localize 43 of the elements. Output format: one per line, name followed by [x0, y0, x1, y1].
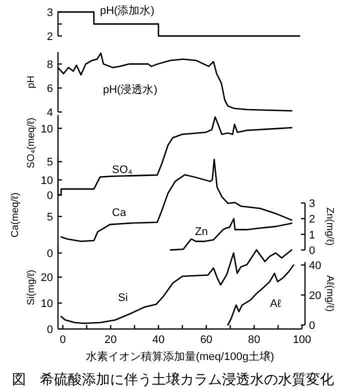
- x-axis-title: 水素イオン積算添加量(meq/100g土壌): [86, 350, 274, 363]
- y2-tick-label: 20: [309, 290, 322, 302]
- y-tick-label: 0: [46, 248, 53, 260]
- y-tick-label: 5: [46, 211, 53, 224]
- y-tick-label: 2: [46, 31, 53, 43]
- y-tick-label: 10: [40, 298, 53, 310]
- y-tick-label: 0: [46, 190, 53, 202]
- y2-tick-label: 0: [309, 245, 316, 257]
- y-tick-label: 8: [46, 59, 53, 71]
- y-axis-title: Ca(meq/ℓ): [10, 192, 21, 238]
- x-tick-label: 60: [200, 334, 212, 346]
- x-tick-label: 20: [104, 334, 117, 346]
- series-label: Ca: [112, 207, 127, 219]
- y-tick-label: 4: [46, 107, 53, 119]
- y-tick-label: 0: [46, 324, 53, 336]
- y2-tick-label: 0: [309, 320, 316, 332]
- y-tick-label: 20: [40, 272, 53, 284]
- y-axis-title: SO₄(meq/ℓ): [26, 118, 37, 168]
- y-tick-label: 10: [40, 174, 53, 187]
- y2-tick-label: 1: [309, 229, 316, 242]
- text: 図 希硫酸添加に伴う土壌カラム浸透水の水質変化: [12, 371, 334, 387]
- series-label: Zn: [195, 226, 208, 238]
- series-label: Si: [118, 292, 128, 304]
- series-label: Aℓ: [270, 298, 282, 310]
- x-tick-label: 40: [152, 334, 165, 346]
- series-label: pH(浸透水): [103, 83, 158, 96]
- y-axis-title: Si(mg/ℓ): [26, 270, 37, 306]
- y2-tick-label: 3: [309, 198, 316, 210]
- y-tick-label: 3: [46, 7, 53, 19]
- y2-axis-title: Aℓ(mg/ℓ): [324, 275, 335, 312]
- x-tick-label: 100: [292, 334, 312, 346]
- y2-tick-label: 2: [309, 214, 316, 226]
- series-label: SO₄: [112, 164, 133, 176]
- y2-tick-label: 40: [309, 260, 322, 272]
- y-tick-label: 10: [40, 123, 53, 136]
- y-tick-label: 5: [46, 156, 53, 169]
- line-series: [57, 52, 292, 112]
- y2-axis-title: Zn(mg/ℓ): [324, 207, 335, 246]
- x-tick-label: 80: [248, 334, 260, 346]
- y-tick-label: 6: [46, 83, 53, 95]
- x-tick-label: 0: [60, 334, 66, 346]
- series-label: pH(添加水): [100, 4, 154, 17]
- y-axis-title: pH: [26, 76, 37, 88]
